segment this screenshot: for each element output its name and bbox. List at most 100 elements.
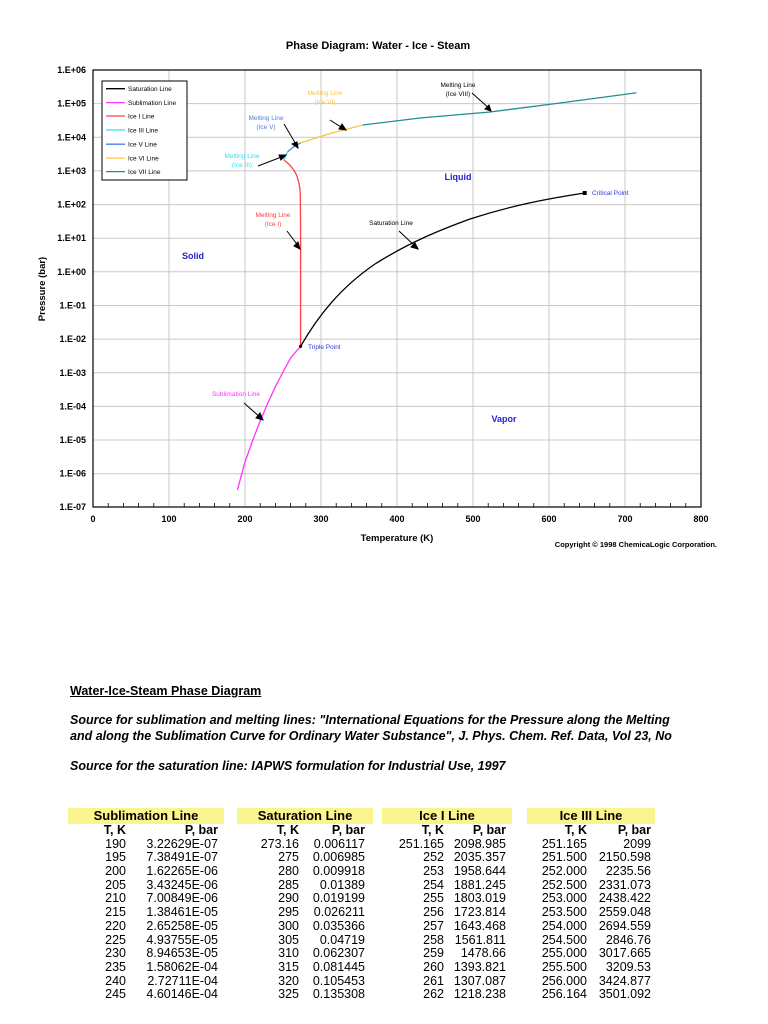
- source-saturation: Source for the saturation line: IAPWS fo…: [70, 759, 506, 773]
- ice-6-line: [300, 124, 363, 144]
- source1-line1: Source for sublimation and melting lines…: [70, 713, 670, 727]
- table-row: 256.000 3424.877: [541, 973, 651, 988]
- label-ice3-line1: Melting Line: [224, 153, 259, 160]
- svg-text:1.E-07: 1.E-07: [59, 502, 86, 512]
- table-row: 240 2.72711E-04: [105, 973, 218, 988]
- svg-text:1.E+04: 1.E+04: [57, 132, 86, 142]
- table-row: 259 1478.66: [423, 946, 506, 961]
- sublimation-line: [236, 345, 302, 491]
- label-ice5-line1: Melting Line: [248, 115, 283, 122]
- y-tick-labels: 1.E+06 1.E+05 1.E+04 1.E+03 1.E+02 1.E+01 1…: [57, 65, 86, 512]
- svg-text:1.E+03: 1.E+03: [57, 166, 86, 176]
- label-ice5-line2: (Ice V): [256, 124, 275, 131]
- triple-point-marker: [299, 344, 303, 348]
- label-ice6-line2: (Ice VI): [315, 99, 336, 106]
- table-row: 251.500 2150.598: [541, 850, 651, 865]
- table-row: 305 0.04719: [278, 932, 365, 947]
- table-row: 235 1.58062E-04: [105, 959, 218, 974]
- table-row: 253 1958.644: [423, 864, 506, 879]
- table-row: 230 8.94653E-05: [105, 946, 218, 961]
- chart-legend: Saturation Line Sublimation Line Ice I L…: [101, 80, 188, 181]
- table-ice-3: Ice III Line T, K P, bar 251.165 2099 251.…: [527, 808, 655, 1002]
- table-row: 254.000 2694.559: [541, 918, 651, 933]
- table-row: 258 1561.811: [423, 932, 506, 947]
- table-row: 275 0.006985: [278, 850, 365, 865]
- svg-text:1.E+05: 1.E+05: [57, 99, 86, 109]
- table-row: 325 0.135308: [278, 987, 365, 1002]
- table-row: 254.500 2846.76: [541, 932, 651, 947]
- legend-item-ice-6: Ice VI Line: [128, 156, 159, 163]
- svg-text:0: 0: [90, 514, 95, 524]
- table-title: Saturation Line: [237, 808, 373, 824]
- region-liquid: Liquid: [445, 172, 472, 182]
- svg-text:400: 400: [389, 514, 404, 524]
- table-row: 257 1643.468: [423, 918, 506, 933]
- col-header: P, bar: [617, 823, 651, 837]
- table-row: 252 2035.357: [423, 850, 506, 865]
- annotation-arrows: [243, 92, 492, 421]
- table-row: 255.500 3209.53: [541, 959, 651, 974]
- legend-item-ice-5: Ice V Line: [128, 142, 157, 149]
- table-row: 205 3.43245E-06: [105, 877, 218, 892]
- col-header: P, bar: [472, 823, 506, 837]
- svg-text:700: 700: [617, 514, 632, 524]
- plot-frame: [92, 69, 702, 508]
- label-ice1-line1: Melting Line: [255, 212, 290, 219]
- table-row: 251.165 2099: [541, 836, 651, 851]
- svg-text:100: 100: [161, 514, 176, 524]
- table-row: 255 1803.019: [423, 891, 506, 906]
- region-solid: Solid: [182, 251, 204, 261]
- col-header: T, K: [103, 823, 126, 837]
- table-row: 255.000 3017.665: [541, 946, 651, 961]
- legend-item-sublimation: Sublimation Line: [128, 100, 176, 107]
- data-tables: Sublimation Line T, K P, bar 190 3.22629E-…: [68, 808, 768, 1024]
- col-header: P, bar: [331, 823, 365, 837]
- table-row: 285 0.01389: [278, 877, 365, 892]
- svg-text:1.E+00: 1.E+00: [57, 267, 86, 277]
- grid: [93, 70, 701, 507]
- document-notes: Water-Ice-Steam Phase Diagram Source for…: [70, 682, 730, 788]
- label-ice8-line2: (Ice VIII): [446, 91, 471, 98]
- label-saturation-line: Saturation Line: [369, 220, 413, 227]
- x-ticks: [107, 503, 687, 507]
- svg-text:1.E-06: 1.E-06: [59, 469, 86, 479]
- legend-item-ice-7: Ice VII Line: [128, 169, 161, 176]
- table-row: 195 7.38491E-07: [105, 850, 218, 865]
- saturation-line: [300, 192, 585, 347]
- svg-text:300: 300: [313, 514, 328, 524]
- copyright-text: Copyright © 1998 ChemicaLogic Corporatio…: [555, 540, 717, 549]
- ice-1-line: [283, 159, 302, 347]
- table-title: Ice III Line: [527, 808, 655, 824]
- table-row: 290 0.019199: [278, 891, 365, 906]
- table-row: 256 1723.814: [423, 905, 506, 920]
- x-axis-label: Temperature (K): [361, 533, 434, 544]
- x-tick-labels: 0 100 200 300 400 500 600 700 800: [90, 514, 708, 524]
- svg-text:600: 600: [541, 514, 556, 524]
- ice-7-line: [362, 92, 637, 126]
- table-row: 260 1393.821: [423, 959, 506, 974]
- label-ice1-line2: (Ice I): [265, 221, 282, 228]
- table-title: Ice I Line: [382, 808, 512, 824]
- svg-text:800: 800: [693, 514, 708, 524]
- svg-text:200: 200: [237, 514, 252, 524]
- table-row: 252.000 2235.56: [541, 864, 651, 879]
- svg-text:1.E-05: 1.E-05: [59, 435, 86, 445]
- legend-item-saturation: Saturation Line: [128, 86, 172, 93]
- col-header: T, K: [276, 823, 299, 837]
- table-row: 261 1307.087: [423, 973, 506, 988]
- label-triple-point: Triple Point: [308, 344, 341, 351]
- label-sublimation-line: Sublimation Line: [212, 391, 260, 398]
- table-row: 295 0.026211: [278, 905, 365, 920]
- table-row: 280 0.009918: [278, 864, 365, 879]
- table-row: 253.500 2559.048: [541, 905, 651, 920]
- table-row: 190 3.22629E-07: [105, 836, 218, 851]
- col-header: T, K: [564, 823, 587, 837]
- phase-diagram-chart: Phase Diagram: Water - Ice - Steam 0 100 …: [37, 40, 717, 549]
- chart-title: Phase Diagram: Water - Ice - Steam: [286, 40, 470, 52]
- label-ice3-line2: (Ice III): [232, 162, 252, 169]
- table-row: 220 2.65258E-05: [105, 918, 218, 933]
- table-row: 251.165 2098.985: [398, 836, 506, 851]
- table-row: 210 7.00849E-06: [105, 891, 218, 906]
- table-row: 300 0.035366: [278, 918, 365, 933]
- col-header: T, K: [421, 823, 444, 837]
